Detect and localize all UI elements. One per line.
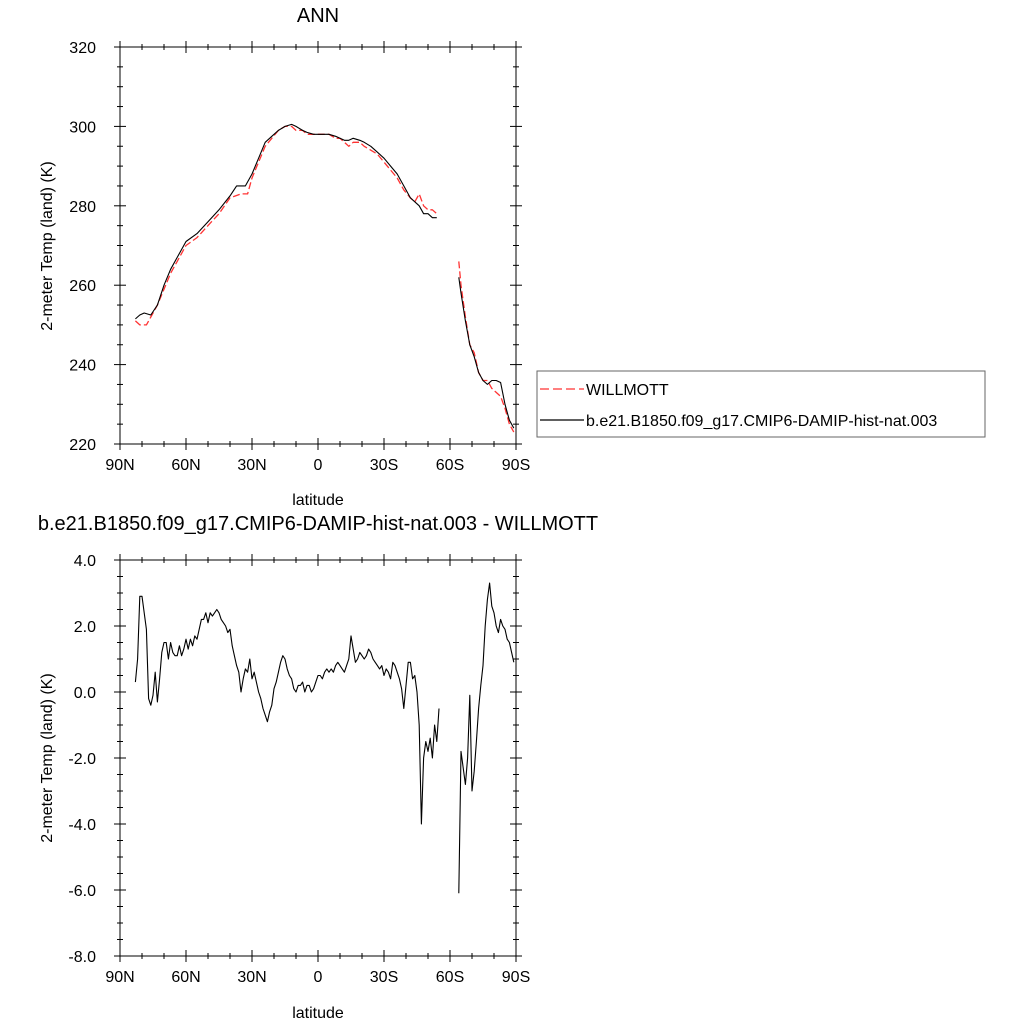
y-tick-label: 2.0 <box>74 619 96 636</box>
x-tick-label: 90S <box>502 457 530 474</box>
top-ticks <box>114 41 522 450</box>
x-tick-label: 30S <box>370 457 398 474</box>
y-tick-label: 4.0 <box>74 553 96 570</box>
y-tick-label: -8.0 <box>68 949 96 966</box>
series-line-model-segment-0 <box>135 123 437 320</box>
y-tick-label: 220 <box>69 437 96 454</box>
y-axis-label-top: 2-meter Temp (land) (K) <box>39 161 56 331</box>
y-tick-label: 0.0 <box>74 685 96 702</box>
bottom-series-lines <box>134 582 515 894</box>
chart-title-top: ANN <box>297 5 339 27</box>
y-tick-label: -6.0 <box>68 883 96 900</box>
series-line-model-segment-1 <box>458 277 515 429</box>
x-tick-label: 60S <box>436 969 464 986</box>
top-series-lines <box>134 123 515 433</box>
series-line-model-segment-1 <box>458 582 515 894</box>
x-tick-label: 0 <box>314 969 323 986</box>
plot-frame-bottom <box>119 559 517 957</box>
y-tick-label: 240 <box>69 358 96 375</box>
x-axis-label-bottom: latitude <box>292 1005 344 1022</box>
x-tick-label: 90N <box>105 457 134 474</box>
top-y-tick-labels: 220 240 260 280 300 320 <box>69 40 96 454</box>
y-tick-label: 280 <box>69 199 96 216</box>
y-tick-label: 320 <box>69 40 96 57</box>
x-tick-label: 60N <box>171 457 200 474</box>
bottom-x-tick-labels: 90N 60N 30N 0 30S 60S 90S <box>105 969 530 986</box>
chart-title-bottom: b.e21.B1850.f09_g17.CMIP6-DAMIP-hist-nat… <box>38 513 598 535</box>
series-line-willmott-segment-0 <box>134 125 438 326</box>
top-x-tick-labels: 90N 60N 30N 0 30S 60S 90S <box>105 457 530 474</box>
panel-bottom: b.e21.B1850.f09_g17.CMIP6-DAMIP-hist-nat… <box>38 513 598 1022</box>
legend-label-model: b.e21.B1850.f09_g17.CMIP6-DAMIP-hist-nat… <box>586 413 937 430</box>
legend-box <box>536 370 986 438</box>
x-tick-label: 60S <box>436 457 464 474</box>
legend-label-willmott: WILLMOTT <box>586 382 669 399</box>
y-tick-label: 260 <box>69 278 96 295</box>
x-axis-label-top: latitude <box>292 492 344 509</box>
y-tick-label: -2.0 <box>68 751 96 768</box>
y-tick-label: 300 <box>69 119 96 136</box>
x-tick-label: 30N <box>237 969 266 986</box>
x-tick-label: 30N <box>237 457 266 474</box>
legend: WILLMOTT b.e21.B1850.f09_g17.CMIP6-DAMIP… <box>536 370 986 438</box>
plot-frame-top <box>119 46 517 445</box>
series-line-willmott-segment-1 <box>458 261 515 433</box>
panel-top: ANN 90N 60N 30N 0 30S 60S 90S 220 240 260 280 300 3… <box>39 5 530 509</box>
x-tick-label: 90N <box>105 969 134 986</box>
x-tick-label: 30S <box>370 969 398 986</box>
y-axis-label-bottom: 2-meter Temp (land) (K) <box>39 673 56 843</box>
y-tick-label: -4.0 <box>68 817 96 834</box>
bottom-y-tick-labels: -8.0 -6.0 -4.0 -2.0 0.0 2.0 4.0 <box>68 553 96 966</box>
x-tick-label: 0 <box>314 457 323 474</box>
series-line-model-segment-0 <box>134 595 440 825</box>
x-tick-label: 60N <box>171 969 200 986</box>
x-tick-label: 90S <box>502 969 530 986</box>
